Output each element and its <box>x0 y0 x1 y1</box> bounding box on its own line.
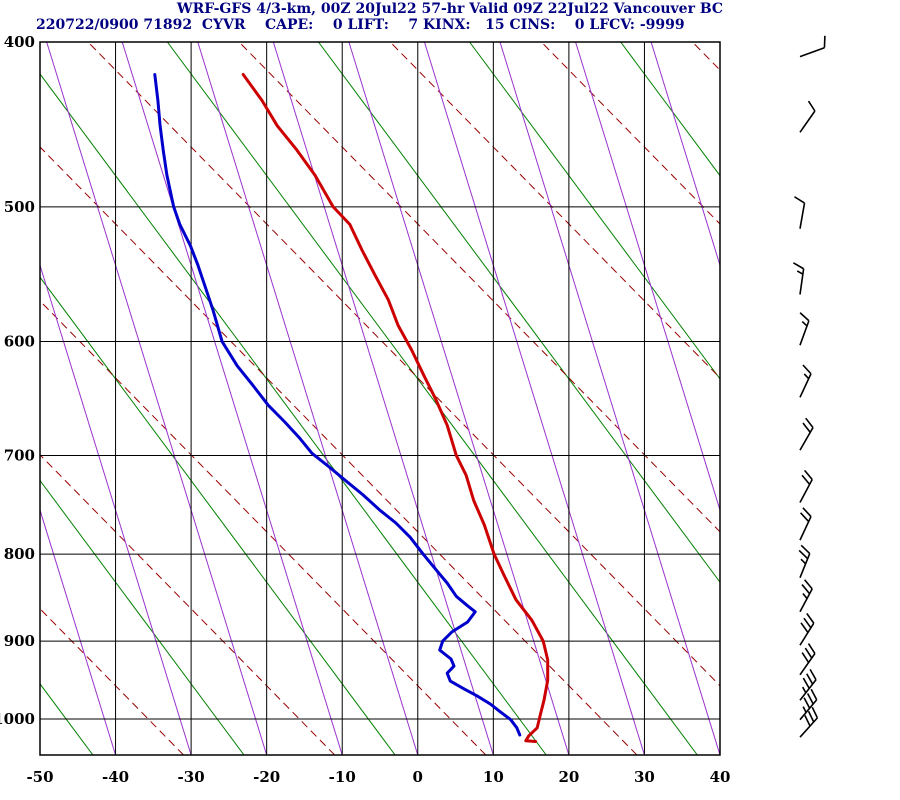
x-tick-label: -30 <box>178 768 205 786</box>
mixing-ratio-lines <box>40 42 720 755</box>
wind-barbs <box>792 35 826 738</box>
wind-barb <box>799 100 816 133</box>
x-tick-label: -40 <box>102 768 129 786</box>
wind-barb <box>799 312 810 346</box>
x-tick-label: 0 <box>413 768 423 786</box>
temperature-trace <box>241 73 550 743</box>
x-tick-label: 30 <box>634 768 655 786</box>
wind-barb <box>799 469 813 503</box>
wind-barb <box>799 613 815 646</box>
wind-barb <box>799 35 826 58</box>
wind-barb <box>798 544 811 578</box>
chart-subtitle: 220722/0900 71892 CYVR CAPE: 0 LIFT: 7 K… <box>36 17 685 33</box>
wind-barb <box>792 262 805 295</box>
y-tick-label: 500 <box>4 198 35 216</box>
wind-barb <box>799 417 814 451</box>
x-tick-label: -10 <box>329 768 356 786</box>
x-axis-labels: -50 -40 -30 -20 -10 0 10 20 30 40 <box>26 768 730 786</box>
y-tick-label: 700 <box>4 446 35 464</box>
wind-barb <box>799 507 812 541</box>
wind-barb <box>799 579 813 613</box>
y-tick-label: 900 <box>4 632 35 650</box>
x-tick-label: 20 <box>558 768 579 786</box>
wind-barb <box>799 364 812 398</box>
x-tick-label: -20 <box>253 768 280 786</box>
y-tick-label: 400 <box>4 33 35 51</box>
x-tick-label: 10 <box>483 768 504 786</box>
wind-barb <box>799 688 818 721</box>
dewpoint-trace <box>153 73 522 737</box>
x-tick-label: 40 <box>710 768 731 786</box>
reference-lines <box>40 42 720 755</box>
wind-barb <box>799 668 817 701</box>
moist-adiabats <box>40 42 720 755</box>
wind-barb <box>794 196 806 229</box>
wind-barb <box>799 706 819 738</box>
wind-barb <box>799 643 816 676</box>
y-tick-label: 600 <box>4 333 35 351</box>
chart-title: WRF-GFS 4/3-km, 00Z 20Jul22 57-hr Valid … <box>176 1 724 17</box>
y-axis-labels: 400 500 600 700 800 900 1000 <box>0 33 35 728</box>
dry-adiabats <box>40 42 720 755</box>
y-tick-label: 800 <box>4 545 35 563</box>
x-tick-label: -50 <box>26 768 53 786</box>
y-tick-label: 1000 <box>0 710 35 728</box>
grid <box>39 41 721 756</box>
